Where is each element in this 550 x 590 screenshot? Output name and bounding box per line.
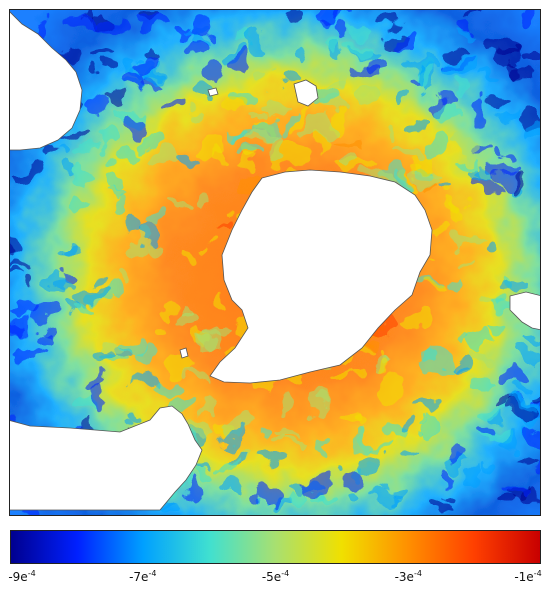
antarctica-landmass bbox=[209, 169, 433, 384]
land-masses bbox=[10, 11, 540, 511]
south-america-landmass bbox=[10, 405, 203, 511]
polar-map bbox=[10, 10, 540, 515]
colorbar-tick-label: -9e-4 bbox=[8, 569, 36, 584]
africa-landmass bbox=[10, 11, 83, 151]
colorbar bbox=[10, 530, 541, 564]
island-landmass bbox=[293, 79, 319, 107]
colorbar-tick-label: -5e-4 bbox=[261, 569, 290, 584]
island-landmass bbox=[179, 347, 189, 359]
colorbar-tick-label: -7e-4 bbox=[129, 569, 157, 584]
colorbar-tick-label: -1e-4 bbox=[514, 569, 542, 584]
australia-landmass bbox=[509, 291, 540, 331]
colorbar-tick-label: -3e-4 bbox=[394, 569, 422, 584]
map-panel bbox=[9, 9, 541, 516]
island-landmass bbox=[207, 87, 219, 97]
